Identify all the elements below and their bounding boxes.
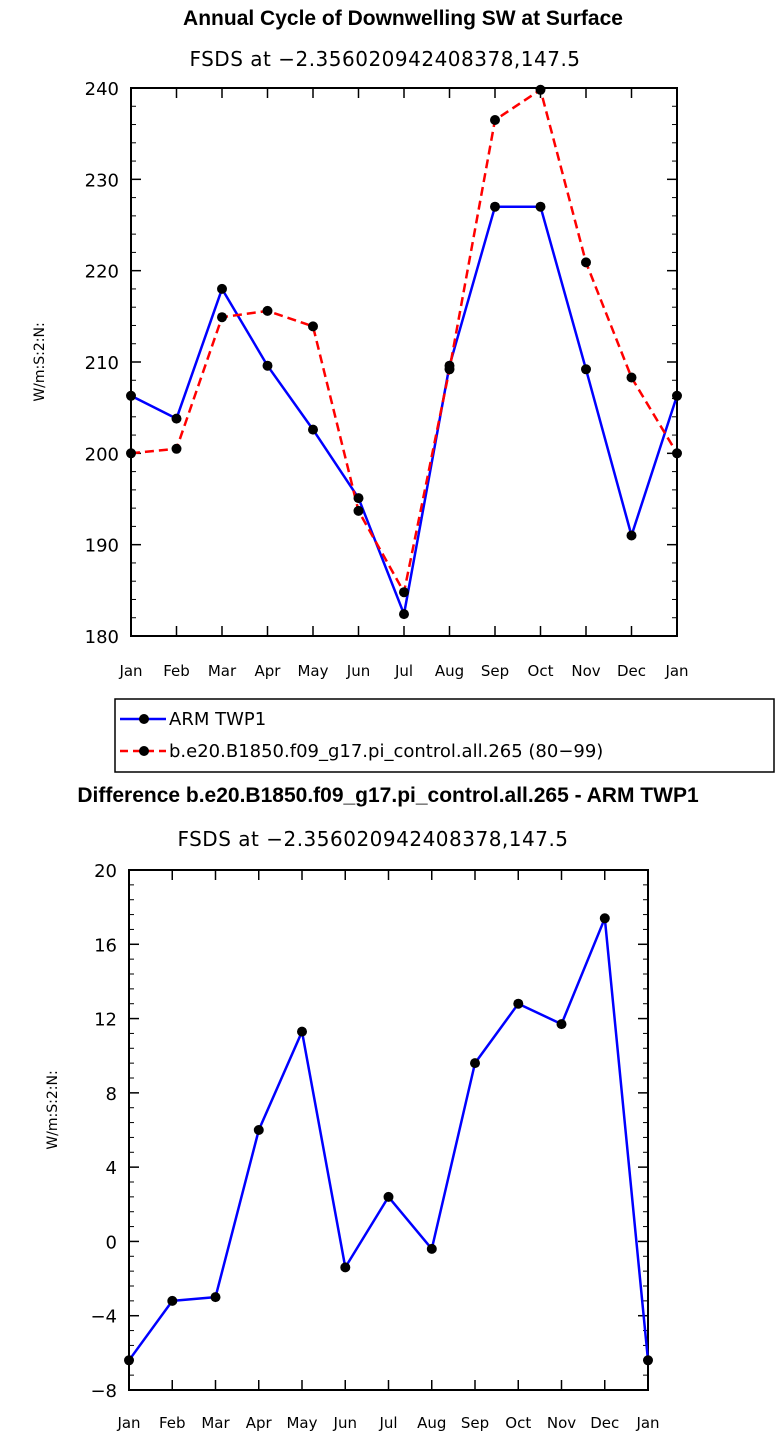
data-point: [599, 913, 610, 924]
data-point: [672, 390, 682, 401]
x-tick-label: Aug: [435, 662, 464, 680]
data-point: [383, 1191, 394, 1202]
data-point: [308, 424, 318, 435]
difference-chart: Difference b.e20.B1850.f09_g17.pi_contro…: [45, 784, 699, 1432]
y-tick-label: 190: [85, 536, 119, 557]
data-point: [490, 115, 500, 125]
data-point: [426, 1243, 437, 1254]
legend-box: [114, 698, 775, 773]
y-tick-label: 12: [94, 1010, 117, 1031]
data-point: [217, 312, 227, 323]
x-tick-label: Jun: [346, 662, 370, 680]
x-tick-label: Jan: [116, 1414, 140, 1432]
x-tick-label: Sep: [481, 662, 509, 680]
y-tick-label: 16: [94, 935, 117, 956]
data-point: [513, 998, 524, 1009]
data-point: [124, 1355, 134, 1366]
x-tick-label: Nov: [571, 662, 600, 680]
annual-cycle-chart: Annual Cycle of Downwelling SW at Surfac…: [32, 7, 775, 773]
data-point: [126, 448, 136, 459]
chart-title: Annual Cycle of Downwelling SW at Surfac…: [183, 7, 623, 30]
data-point: [556, 1019, 567, 1030]
legend-marker-model: [139, 746, 149, 756]
x-tick-label: Jan: [664, 662, 688, 680]
y-tick-label: 20: [94, 861, 117, 882]
y-tick-label: 8: [106, 1084, 117, 1105]
x-tick-label: Jan: [635, 1414, 659, 1432]
data-point: [126, 390, 136, 401]
legend: ARM TWP1 b.e20.B1850.f09_g17.pi_control.…: [114, 698, 775, 773]
data-point: [672, 448, 682, 459]
data-point: [490, 201, 500, 212]
x-tick-label: May: [286, 1414, 317, 1432]
chart-subtitle: FSDS at −2.356020942408378,147.5: [189, 47, 580, 71]
x-tick-label: Feb: [163, 662, 190, 680]
data-point: [217, 283, 227, 294]
y-tick-label: 220: [85, 262, 119, 283]
x-tick-label: Jul: [394, 662, 413, 680]
plot-frame: [128, 869, 649, 1391]
chart-title: Difference b.e20.B1850.f09_g17.pi_contro…: [77, 784, 699, 807]
x-tick-label: May: [297, 662, 328, 680]
x-tick-label: Mar: [208, 662, 237, 680]
x-tick-label: Nov: [547, 1414, 576, 1432]
y-tick-label: 4: [106, 1158, 117, 1179]
series-line-1: [130, 88, 679, 594]
x-tick-label: Apr: [246, 1414, 273, 1432]
data-point: [253, 1125, 264, 1135]
data-point: [340, 1262, 351, 1273]
y-tick-label: 180: [85, 627, 119, 648]
x-tick-label: Jan: [118, 662, 142, 680]
x-tick-label: Dec: [617, 662, 646, 680]
data-point: [353, 493, 364, 504]
series-line-0: [130, 205, 679, 616]
data-point: [581, 257, 591, 268]
data-point: [167, 1295, 178, 1306]
data-point: [308, 321, 318, 332]
data-point: [171, 413, 182, 424]
plot-frame: [130, 87, 678, 637]
x-tick-label: Oct: [528, 662, 554, 680]
data-point: [210, 1292, 221, 1303]
data-point: [262, 360, 273, 371]
legend-entry-model: b.e20.B1850.f09_g17.pi_control.all.265 (…: [169, 741, 603, 762]
x-tick-label: Feb: [159, 1414, 186, 1432]
y-tick-label: 200: [85, 444, 119, 465]
x-tick-label: Oct: [505, 1414, 531, 1432]
x-tick-label: Aug: [417, 1414, 446, 1432]
data-point: [171, 443, 182, 454]
data-point: [470, 1058, 480, 1069]
series-line-0: [127, 917, 650, 1362]
data-point: [626, 530, 637, 541]
data-point: [643, 1355, 653, 1366]
y-tick-label: 230: [85, 170, 119, 191]
data-point: [626, 372, 637, 383]
x-tick-label: Apr: [255, 662, 282, 680]
data-point: [399, 609, 409, 620]
x-tick-label: Dec: [590, 1414, 619, 1432]
legend-entry-arm: ARM TWP1: [169, 709, 266, 730]
chart-subtitle: FSDS at −2.356020942408378,147.5: [177, 827, 568, 851]
y-tick-label: −8: [90, 1381, 117, 1402]
data-point: [297, 1026, 307, 1037]
y-tick-label: 240: [85, 79, 119, 100]
y-tick-label: −4: [90, 1307, 117, 1328]
x-tick-label: Mar: [201, 1414, 230, 1432]
y-axis-label: W/m:S:2:N:: [32, 322, 48, 401]
legend-marker-arm: [139, 714, 149, 724]
y-tick-label: 0: [106, 1232, 117, 1253]
data-point: [581, 364, 591, 375]
y-tick-label: 210: [85, 353, 119, 374]
x-tick-label: Jun: [333, 1414, 357, 1432]
x-tick-label: Sep: [461, 1414, 489, 1432]
data-point: [353, 505, 364, 516]
data-point: [262, 305, 273, 316]
x-tick-label: Jul: [378, 1414, 397, 1432]
data-point: [399, 587, 409, 598]
data-point: [535, 84, 546, 95]
y-axis-label: W/m:S:2:N:: [45, 1070, 61, 1149]
data-point: [444, 364, 455, 375]
data-point: [535, 201, 546, 212]
